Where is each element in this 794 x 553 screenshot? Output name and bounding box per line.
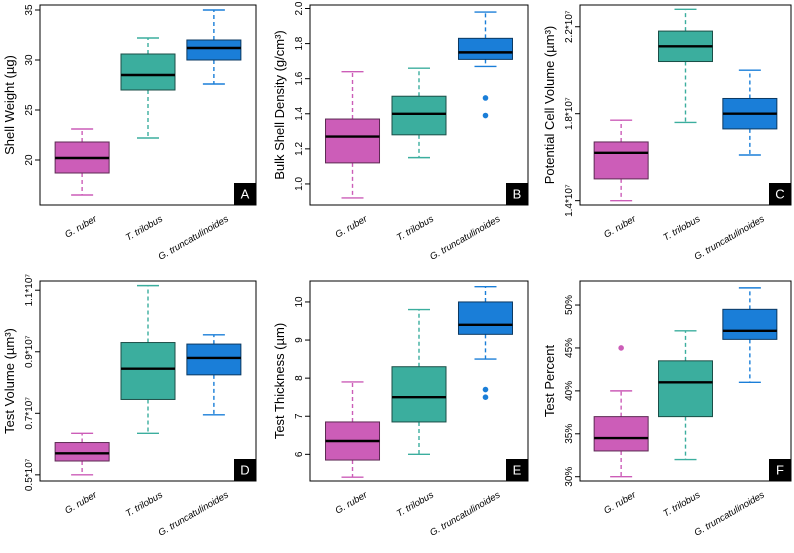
y-tick-label: 1.0 bbox=[294, 177, 305, 191]
panel-letter: B bbox=[513, 187, 522, 202]
plot-frame bbox=[39, 4, 257, 206]
y-tick-label: 8 bbox=[294, 375, 305, 381]
category-label-ruber: G. ruber bbox=[63, 489, 99, 516]
category-label-ruber: G. ruber bbox=[334, 213, 370, 240]
box-trilobus bbox=[658, 360, 713, 418]
panel-letter-badge bbox=[769, 183, 791, 205]
y-tick-label: 1.8 bbox=[294, 36, 305, 50]
panel-e: 6 7 8 9 10 Test Thickness (µm) G. ruber T. tril… bbox=[272, 280, 529, 539]
box-ruber bbox=[593, 141, 649, 180]
box-truncatulinoides bbox=[457, 37, 513, 60]
y-tick-label: 9 bbox=[294, 337, 305, 343]
category-label-trilobus: T. trilobus bbox=[395, 213, 436, 243]
panel-letter: F bbox=[776, 463, 784, 478]
plot-frame bbox=[309, 280, 529, 482]
y-tick-label: 0.5*10⁷ bbox=[24, 458, 35, 491]
category-label-truncatulinoides: G. truncatulinoides bbox=[428, 213, 502, 262]
y-tick-label: 25 bbox=[24, 104, 35, 116]
y-tick-label: 30% bbox=[564, 467, 575, 487]
y-axis-label: Test Thickness (µm) bbox=[272, 323, 287, 439]
panel-b: 1.0 1.2 1.4 1.6 1.8 2.0 Bulk Shell Density (g/… bbox=[272, 1, 529, 263]
y-tick-label: 1.4 bbox=[294, 106, 305, 120]
y-tick-label: 10 bbox=[294, 296, 305, 308]
y-tick-label: 1.1*10⁷ bbox=[24, 274, 35, 307]
outlier-truncatulinoides bbox=[482, 394, 489, 400]
y-tick-label: 35% bbox=[564, 424, 575, 444]
category-label-ruber: G. ruber bbox=[334, 489, 370, 516]
y-tick-label: 1.2 bbox=[294, 141, 305, 155]
category-label-ruber: G. ruber bbox=[602, 213, 638, 240]
category-label-trilobus: T. trilobus bbox=[124, 213, 165, 243]
box-trilobus bbox=[391, 95, 447, 136]
category-label-truncatulinoides: G. truncatulinoides bbox=[692, 213, 766, 262]
panel-letter: A bbox=[241, 187, 250, 202]
category-label-ruber: G. ruber bbox=[602, 489, 638, 516]
panel-c: 1.4*10⁷ 1.8*10⁷ 2.2*10⁷ Potential Cell Volu… bbox=[542, 4, 792, 263]
box-ruber bbox=[54, 442, 110, 462]
box-ruber bbox=[593, 416, 649, 452]
outlier-truncatulinoides bbox=[482, 386, 489, 393]
y-tick-label: 50% bbox=[564, 295, 575, 315]
outlier-truncatulinoides bbox=[482, 112, 489, 119]
category-label-truncatulinoides: G. truncatulinoides bbox=[156, 489, 230, 538]
y-tick-label: 35 bbox=[24, 4, 35, 16]
box-trilobus bbox=[391, 366, 447, 423]
panel-letter: E bbox=[513, 463, 522, 478]
panel-f: 30% 35% 40% 45% 50% Test Percent G. ruber T. tr… bbox=[542, 280, 792, 539]
y-tick-label: 0.9*10⁷ bbox=[24, 335, 35, 368]
y-tick-label: 2.2*10⁷ bbox=[564, 10, 575, 43]
y-axis-label: Potential Cell Volume (µm³) bbox=[542, 26, 557, 185]
panel-letter-badge bbox=[769, 459, 791, 481]
box-trilobus bbox=[120, 53, 176, 91]
category-label-trilobus: T. trilobus bbox=[124, 489, 165, 519]
y-axis-label: Test Volume (µm³) bbox=[2, 328, 17, 434]
y-tick-label: 2.0 bbox=[294, 1, 305, 15]
y-tick-label: 30 bbox=[24, 54, 35, 66]
category-label-truncatulinoides: G. truncatulinoides bbox=[156, 213, 230, 262]
y-tick-label: 1.6 bbox=[294, 71, 305, 85]
y-tick-label: 20 bbox=[24, 154, 35, 166]
panel-letter-badge bbox=[234, 459, 256, 481]
panel-letter-badge bbox=[506, 183, 528, 205]
plot-frame bbox=[309, 4, 529, 206]
plot-frame bbox=[579, 280, 792, 482]
y-tick-label: 6 bbox=[294, 451, 305, 457]
y-axis-label: Bulk Shell Density (g/cm³) bbox=[272, 30, 287, 180]
plot-frame bbox=[579, 4, 792, 206]
y-tick-label: 0.7*10⁷ bbox=[24, 397, 35, 430]
box-truncatulinoides bbox=[186, 343, 242, 376]
panel-letter-badge bbox=[234, 183, 256, 205]
y-tick-label: 40% bbox=[564, 381, 575, 401]
category-label-trilobus: T. trilobus bbox=[395, 489, 436, 519]
outlier-ruber bbox=[618, 345, 624, 351]
outlier-truncatulinoides bbox=[482, 95, 489, 101]
panel-letter-badge bbox=[506, 459, 528, 481]
y-tick-label: 45% bbox=[564, 338, 575, 358]
panel-letter: D bbox=[240, 463, 249, 478]
panel-d: 0.5*10⁷ 0.7*10⁷ 0.9*10⁷ 1.1*10⁷ Test Volume … bbox=[2, 274, 257, 539]
box-ruber bbox=[325, 118, 381, 164]
box-truncatulinoides bbox=[457, 301, 513, 335]
panel-a: 20 25 30 35 Shell Weight (µg) G. ruber T. tril… bbox=[2, 4, 257, 263]
y-axis-label: Test Percent bbox=[542, 344, 557, 417]
category-label-trilobus: T. trilobus bbox=[661, 489, 702, 519]
category-label-ruber: G. ruber bbox=[63, 213, 99, 240]
box-truncatulinoides bbox=[186, 39, 242, 61]
category-label-trilobus: T. trilobus bbox=[661, 213, 702, 243]
panel-letter: C bbox=[775, 187, 784, 202]
category-label-truncatulinoides: G. truncatulinoides bbox=[428, 489, 502, 538]
y-tick-label: 1.8*10⁷ bbox=[564, 97, 575, 130]
category-label-truncatulinoides: G. truncatulinoides bbox=[692, 489, 766, 538]
plot-frame bbox=[39, 280, 257, 482]
box-trilobus bbox=[120, 342, 176, 400]
y-tick-label: 1.4*10⁷ bbox=[564, 184, 575, 217]
box-truncatulinoides bbox=[722, 308, 778, 340]
y-tick-label: 7 bbox=[294, 413, 305, 419]
y-axis-label: Shell Weight (µg) bbox=[2, 55, 17, 155]
